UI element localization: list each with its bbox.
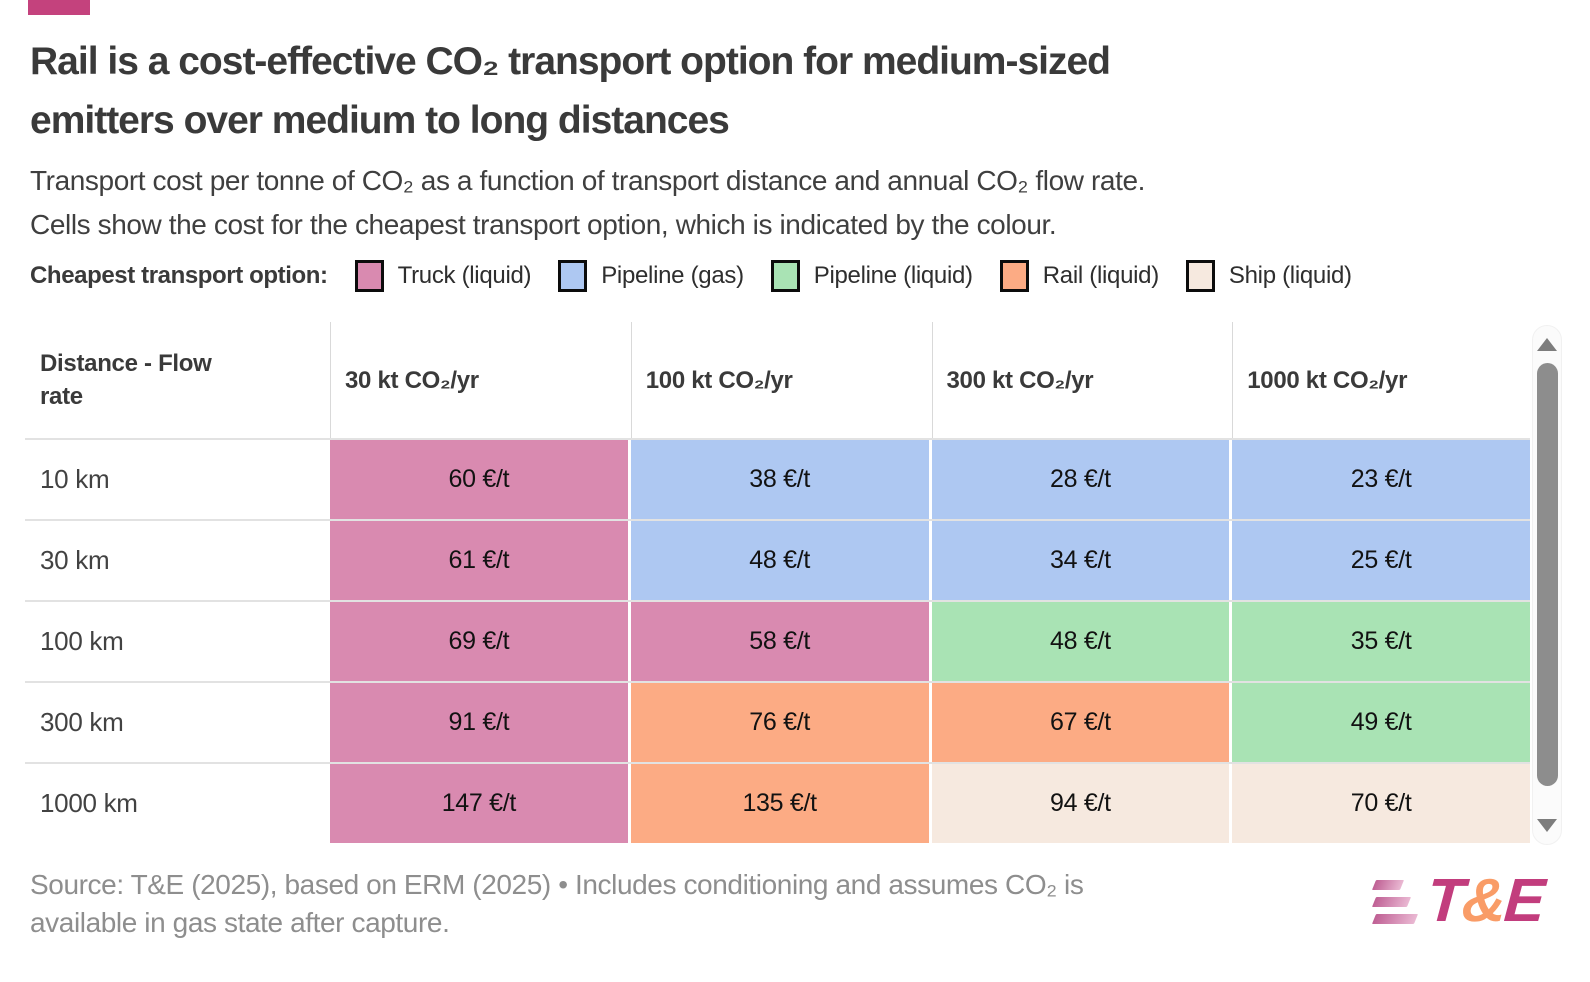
cost-cell: 34 €/t — [931, 521, 1230, 600]
cost-cell: 23 €/t — [1232, 440, 1530, 519]
legend-label-truck: Truck (liquid) — [397, 262, 532, 289]
cost-cell: 60 €/t — [330, 440, 628, 519]
legend-item-pipeline-gas: Pipeline (gas) — [558, 260, 744, 292]
legend-item-truck: Truck (liquid) — [354, 260, 532, 292]
cost-cell: 69 €/t — [330, 602, 628, 681]
te-logo: T&E — [1371, 860, 1546, 940]
cost-cell: 135 €/t — [630, 764, 929, 843]
cost-cell: 58 €/t — [630, 602, 929, 681]
cost-cell: 70 €/t — [1232, 764, 1530, 843]
cost-cell: 48 €/t — [630, 521, 929, 600]
cost-cell: 67 €/t — [931, 683, 1230, 762]
cost-cell: 28 €/t — [931, 440, 1230, 519]
cost-cell: 38 €/t — [630, 440, 929, 519]
brand-accent-bar — [28, 0, 90, 15]
cost-cell: 48 €/t — [931, 602, 1230, 681]
row-label-30km: 30 km — [25, 521, 327, 600]
table-row-30km: 30 km 61 €/t 48 €/t 34 €/t 25 €/t — [25, 519, 1530, 600]
cost-cell: 25 €/t — [1232, 521, 1530, 600]
legend-label-pipeline-gas: Pipeline (gas) — [601, 262, 744, 289]
legend-item-pipeline-liquid: Pipeline (liquid) — [770, 260, 973, 292]
row-label-10km: 10 km — [25, 440, 327, 519]
column-header-1000kt: 1000 kt CO₂/yr — [1232, 322, 1530, 438]
scrollbar-thumb[interactable] — [1537, 363, 1558, 786]
chart-subtitle: Transport cost per tonne of CO₂ as a fun… — [30, 159, 1570, 247]
cost-cell: 76 €/t — [630, 683, 929, 762]
chart-subtitle-line2: Cells show the cost for the cheapest tra… — [30, 209, 1057, 240]
legend-label-ship: Ship (liquid) — [1228, 262, 1352, 289]
cost-cell: 35 €/t — [1232, 602, 1530, 681]
te-logo-text: T&E — [1424, 865, 1546, 934]
page-title-line2: emitters over medium to long distances — [30, 99, 730, 142]
table-header-row: Distance - Flow rate 30 kt CO₂/yr 100 kt… — [25, 322, 1530, 438]
legend-swatch-truck — [354, 260, 384, 292]
page-title-line1: Rail is a cost-effective CO₂ transport o… — [30, 40, 1111, 83]
legend-item-ship: Ship (liquid) — [1185, 260, 1352, 292]
cost-cell: 61 €/t — [330, 521, 628, 600]
legend-title: Cheapest transport option: — [30, 262, 328, 289]
cost-heatmap-table: Distance - Flow rate 30 kt CO₂/yr 100 kt… — [25, 322, 1530, 843]
chart-subtitle-line1: Transport cost per tonne of CO₂ as a fun… — [30, 165, 1145, 196]
cost-cell: 94 €/t — [931, 764, 1230, 843]
page-title: Rail is a cost-effective CO₂ transport o… — [30, 32, 1510, 150]
cost-cell: 49 €/t — [1232, 683, 1530, 762]
column-header-distance-flow-rate: Distance - Flow rate — [40, 350, 212, 410]
scroll-down-icon[interactable] — [1537, 819, 1557, 832]
row-label-100km: 100 km — [25, 602, 327, 681]
cost-cell: 91 €/t — [330, 683, 628, 762]
column-header-30kt: 30 kt CO₂/yr — [330, 322, 628, 438]
te-logo-stripes-icon — [1371, 876, 1419, 924]
legend-label-pipeline-liquid: Pipeline (liquid) — [813, 262, 973, 289]
column-header-300kt: 300 kt CO₂/yr — [931, 322, 1230, 438]
legend-swatch-pipeline-liquid — [770, 260, 800, 292]
column-header-100kt: 100 kt CO₂/yr — [630, 322, 929, 438]
source-note-line2: available in gas state after capture. — [30, 907, 450, 938]
cost-cell: 147 €/t — [330, 764, 628, 843]
vertical-scrollbar[interactable] — [1532, 325, 1562, 845]
legend-swatch-rail — [999, 260, 1029, 292]
table-body: 10 km 60 €/t 38 €/t 28 €/t 23 €/t 30 km … — [25, 438, 1530, 843]
source-note-line1: Source: T&E (2025), based on ERM (2025) … — [30, 869, 1084, 900]
table-row-300km: 300 km 91 €/t 76 €/t 67 €/t 49 €/t — [25, 681, 1530, 762]
legend: Cheapest transport option: Truck (liquid… — [30, 256, 1352, 296]
row-label-300km: 300 km — [25, 683, 327, 762]
legend-item-rail: Rail (liquid) — [999, 260, 1159, 292]
table-row-10km: 10 km 60 €/t 38 €/t 28 €/t 23 €/t — [25, 438, 1530, 519]
scroll-up-icon[interactable] — [1537, 338, 1557, 351]
legend-swatch-ship — [1185, 260, 1215, 292]
legend-label-rail: Rail (liquid) — [1042, 262, 1159, 289]
table-row-1000km: 1000 km 147 €/t 135 €/t 94 €/t 70 €/t — [25, 762, 1530, 843]
table-row-100km: 100 km 69 €/t 58 €/t 48 €/t 35 €/t — [25, 600, 1530, 681]
legend-swatch-pipeline-gas — [558, 260, 588, 292]
row-label-1000km: 1000 km — [25, 764, 327, 843]
source-note: Source: T&E (2025), based on ERM (2025) … — [30, 866, 1290, 942]
